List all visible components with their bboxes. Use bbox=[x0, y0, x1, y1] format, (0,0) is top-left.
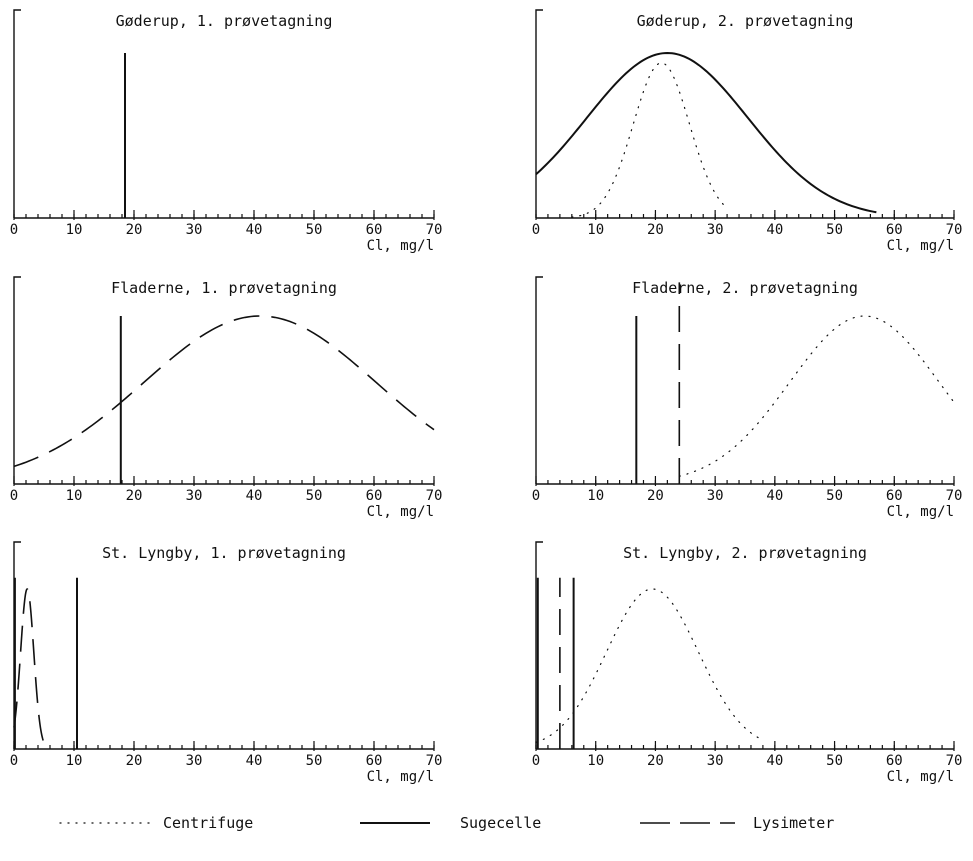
chart-title: Gøderup, 1. prøvetagning bbox=[116, 12, 333, 30]
legend: Centrifuge Sugecelle Lysimeter bbox=[59, 814, 834, 832]
x-tick-label: 10 bbox=[587, 222, 604, 238]
chart-title: Gøderup, 2. prøvetagning bbox=[637, 12, 854, 30]
x-tick-label: 20 bbox=[647, 753, 664, 769]
x-axis-label: Cl, mg/l bbox=[887, 769, 954, 785]
x-axis-label: Cl, mg/l bbox=[367, 504, 434, 520]
x-axis-label: Cl, mg/l bbox=[367, 238, 434, 254]
x-tick-label: 0 bbox=[10, 222, 18, 238]
chart-title: Fladerne, 1. prøvetagning bbox=[111, 279, 337, 297]
x-tick-label: 70 bbox=[426, 753, 443, 769]
x-tick-label: 70 bbox=[946, 488, 963, 504]
series-sugecelle-curve bbox=[535, 51, 877, 214]
x-tick-label: 60 bbox=[366, 488, 383, 504]
x-tick-label: 50 bbox=[306, 753, 323, 769]
series-centrifuge-curve bbox=[571, 62, 728, 218]
x-tick-label: 0 bbox=[10, 488, 18, 504]
x-tick-label: 30 bbox=[186, 222, 203, 238]
legend-label-centrifuge: Centrifuge bbox=[163, 814, 253, 832]
x-tick-label: 30 bbox=[707, 753, 724, 769]
series-lysimeter-curve bbox=[13, 315, 435, 468]
x-axis-label: Cl, mg/l bbox=[367, 769, 434, 785]
x-tick-label: 70 bbox=[946, 753, 963, 769]
x-tick-label: 30 bbox=[707, 222, 724, 238]
x-tick-label: 30 bbox=[707, 488, 724, 504]
series-centrifuge-curve bbox=[678, 315, 955, 477]
x-tick-label: 50 bbox=[826, 488, 843, 504]
x-tick-label: 40 bbox=[246, 488, 263, 504]
series-centrifuge-curve bbox=[535, 588, 764, 744]
x-tick-label: 40 bbox=[766, 222, 783, 238]
x-axis-label: Cl, mg/l bbox=[887, 238, 954, 254]
x-tick-label: 60 bbox=[366, 753, 383, 769]
x-tick-label: 70 bbox=[426, 222, 443, 238]
x-tick-label: 0 bbox=[532, 753, 540, 769]
x-tick-label: 50 bbox=[826, 753, 843, 769]
x-tick-label: 40 bbox=[766, 753, 783, 769]
x-tick-label: 70 bbox=[426, 488, 443, 504]
x-tick-label: 60 bbox=[886, 222, 903, 238]
x-tick-label: 60 bbox=[886, 753, 903, 769]
x-tick-label: 20 bbox=[647, 222, 664, 238]
x-tick-label: 10 bbox=[587, 753, 604, 769]
x-tick-label: 0 bbox=[532, 222, 540, 238]
chart-title: Fladerne, 2. prøvetagning bbox=[632, 279, 858, 297]
x-tick-label: 0 bbox=[10, 753, 18, 769]
legend-label-sugecelle: Sugecelle bbox=[460, 814, 541, 832]
x-tick-label: 0 bbox=[532, 488, 540, 504]
x-tick-label: 30 bbox=[186, 488, 203, 504]
x-tick-label: 10 bbox=[66, 753, 83, 769]
x-tick-label: 40 bbox=[766, 488, 783, 504]
x-tick-label: 30 bbox=[186, 753, 203, 769]
x-tick-label: 60 bbox=[886, 488, 903, 504]
series-lysimeter-curve bbox=[13, 588, 48, 748]
x-tick-label: 50 bbox=[306, 222, 323, 238]
x-tick-label: 10 bbox=[66, 222, 83, 238]
x-tick-label: 20 bbox=[126, 488, 143, 504]
x-tick-label: 40 bbox=[246, 753, 263, 769]
x-tick-label: 50 bbox=[826, 222, 843, 238]
x-tick-label: 20 bbox=[126, 222, 143, 238]
y-axis-frame bbox=[535, 9, 543, 218]
y-axis-frame bbox=[13, 9, 21, 218]
x-axis-label: Cl, mg/l bbox=[887, 504, 954, 520]
x-tick-label: 40 bbox=[246, 222, 263, 238]
chart-title: St. Lyngby, 2. prøvetagning bbox=[623, 544, 867, 562]
x-tick-label: 70 bbox=[946, 222, 963, 238]
x-tick-label: 20 bbox=[126, 753, 143, 769]
y-axis-frame bbox=[535, 541, 543, 749]
x-tick-label: 20 bbox=[647, 488, 664, 504]
x-tick-label: 50 bbox=[306, 488, 323, 504]
y-axis-frame bbox=[13, 276, 21, 484]
chart-title: St. Lyngby, 1. prøvetagning bbox=[102, 544, 346, 562]
y-axis-frame bbox=[535, 276, 543, 484]
x-tick-label: 60 bbox=[366, 222, 383, 238]
legend-label-lysimeter: Lysimeter bbox=[753, 814, 834, 832]
x-tick-label: 10 bbox=[587, 488, 604, 504]
x-tick-label: 10 bbox=[66, 488, 83, 504]
